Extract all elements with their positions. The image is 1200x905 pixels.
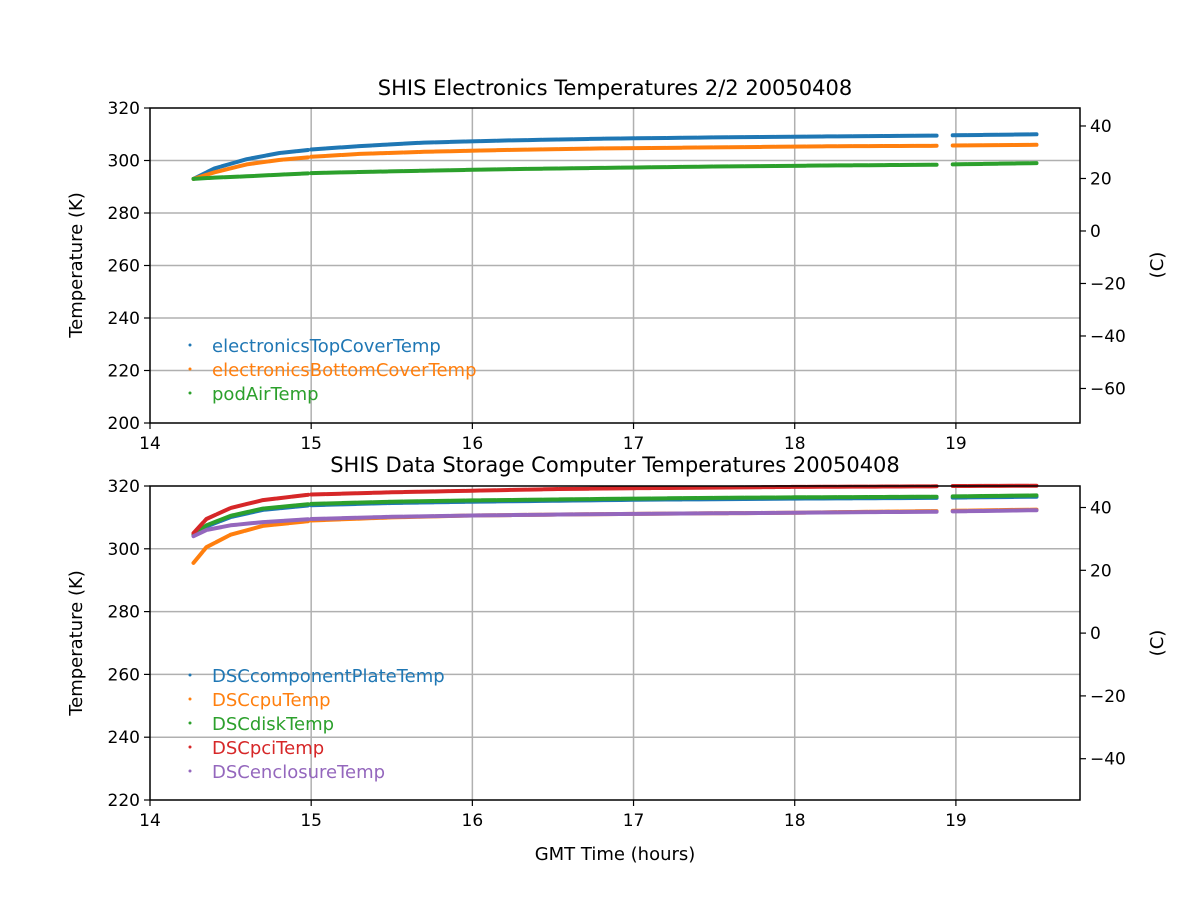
y-right-tick-label: −20: [1090, 687, 1126, 707]
x-tick-label: 18: [784, 811, 806, 831]
y-tick-label: 200: [108, 414, 140, 434]
x-tick-label: 19: [945, 811, 967, 831]
x-tick-label: 16: [462, 811, 484, 831]
y-axis-label: Temperature (K): [66, 570, 87, 717]
y-right-tick-label: −40: [1090, 327, 1126, 347]
x-tick-label: 14: [139, 434, 161, 454]
legend-marker: [189, 722, 192, 725]
chart-title: SHIS Electronics Temperatures 2/2 200504…: [378, 76, 852, 100]
x-tick-label: 14: [139, 811, 161, 831]
y-right-tick-label: 20: [1090, 169, 1112, 189]
legend-label: podAirTemp: [212, 384, 319, 405]
y-axis-right-label: (C): [1147, 252, 1168, 279]
series-line-DSCdiskTemp: [953, 495, 1037, 496]
y-right-tick-label: 40: [1090, 499, 1112, 519]
y-tick-label: 220: [108, 791, 140, 811]
y-tick-label: 320: [108, 477, 140, 497]
y-tick-label: 320: [108, 99, 140, 119]
x-tick-label: 15: [300, 434, 322, 454]
y-tick-label: 260: [108, 257, 140, 277]
y-tick-label: 240: [108, 728, 140, 748]
legend-marker: [189, 392, 192, 395]
legend-label: electronicsTopCoverTemp: [212, 336, 441, 357]
legend-label: electronicsBottomCoverTemp: [212, 360, 477, 381]
x-tick-label: 15: [300, 811, 322, 831]
y-right-tick-label: 0: [1090, 222, 1101, 242]
y-tick-label: 220: [108, 362, 140, 382]
legend-label: DSCpciTemp: [212, 738, 324, 759]
x-tick-label: 18: [784, 434, 806, 454]
y-right-tick-label: 20: [1090, 561, 1112, 581]
y-tick-label: 300: [108, 152, 140, 172]
legend-label: DSCcomponentPlateTemp: [212, 666, 445, 687]
y-tick-label: 300: [108, 540, 140, 560]
legend-label: DSCenclosureTemp: [212, 762, 385, 783]
series-line-electronicsBottomCoverTemp: [953, 145, 1037, 146]
y-right-tick-label: −40: [1090, 750, 1126, 770]
y-axis-label: Temperature (K): [66, 192, 87, 339]
y-axis-right-label: (C): [1147, 630, 1168, 657]
x-tick-label: 17: [623, 434, 645, 454]
y-right-tick-label: −60: [1090, 379, 1126, 399]
x-tick-label: 17: [623, 811, 645, 831]
y-tick-label: 280: [108, 603, 140, 623]
legend-label: DSCdiskTemp: [212, 714, 334, 735]
x-axis-label: GMT Time (hours): [535, 844, 696, 865]
x-tick-label: 19: [945, 434, 967, 454]
series-line-DSCenclosureTemp: [953, 510, 1037, 511]
legend-marker: [189, 368, 192, 371]
legend-marker: [189, 698, 192, 701]
x-tick-label: 16: [462, 434, 484, 454]
y-right-tick-label: 0: [1090, 624, 1101, 644]
legend-marker: [189, 770, 192, 773]
legend-marker: [189, 746, 192, 749]
legend-label: DSCcpuTemp: [212, 690, 331, 711]
y-right-tick-label: 40: [1090, 117, 1112, 137]
chart-title: SHIS Data Storage Computer Temperatures …: [330, 453, 900, 477]
y-tick-label: 260: [108, 665, 140, 685]
legend-marker: [189, 344, 192, 347]
series-line-podAirTemp: [953, 163, 1037, 164]
y-tick-label: 280: [108, 204, 140, 224]
series-line-electronicsTopCoverTemp: [953, 134, 1037, 135]
y-tick-label: 240: [108, 309, 140, 329]
y-right-tick-label: −20: [1090, 274, 1126, 294]
legend-marker: [189, 674, 192, 677]
